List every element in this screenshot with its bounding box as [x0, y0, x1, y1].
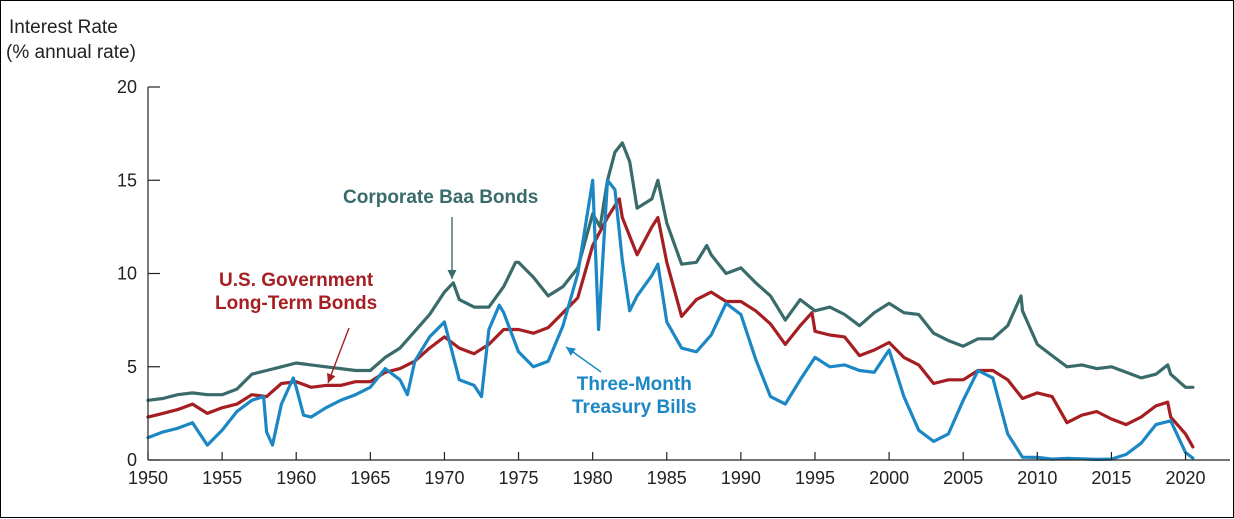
x-tick-label: 1955: [202, 468, 242, 488]
annotation-us-government-bonds-line1: U.S. Government: [219, 270, 374, 291]
y-axis-label-line2: (% annual rate): [6, 42, 136, 63]
x-tick-label: 1950: [128, 468, 168, 488]
annotation-arrowhead: [327, 372, 336, 383]
y-tick-label: 15: [117, 170, 137, 190]
annotation-arrowhead: [447, 270, 457, 279]
y-tick-label: 10: [117, 264, 137, 284]
x-tick-label: 2020: [1166, 468, 1206, 488]
annotation-pointer-line: [327, 327, 350, 384]
x-tick-label: 1980: [573, 468, 613, 488]
x-tick-label: 2000: [869, 468, 909, 488]
x-tick-label: 1965: [350, 468, 390, 488]
series-line-three-month-treasury-bills: [146, 178, 1195, 461]
y-tick-label: 0: [127, 450, 137, 470]
annotation-treasury-bills: Three-Month Treasury Bills: [572, 373, 697, 419]
annotation-arrows: [327, 217, 602, 384]
x-tick-label: 1985: [647, 468, 687, 488]
annotation-us-government-bonds: U.S. Government Long-Term Bonds: [215, 269, 377, 315]
x-tick-label: 1960: [276, 468, 316, 488]
series-layer: [146, 141, 1195, 461]
x-tick-label: 2005: [943, 468, 983, 488]
series-line-corporate-baa-bonds: [146, 141, 1195, 402]
x-tick-label: 1990: [721, 468, 761, 488]
annotation-treasury-bills-line1: Three-Month: [576, 374, 692, 395]
x-tick-label: 2015: [1091, 468, 1131, 488]
annotation-treasury-bills-line2: Treasury Bills: [572, 397, 697, 418]
annotation-corporate-baa-bonds: Corporate Baa Bonds: [343, 186, 538, 209]
annotation-corporate-baa-bonds-line1: Corporate Baa Bonds: [343, 187, 539, 208]
annotation-arrowhead: [566, 347, 576, 356]
annotation-us-government-bonds-line2: Long-Term Bonds: [215, 293, 378, 314]
x-tick-label: 2010: [1017, 468, 1057, 488]
x-tick-label: 1970: [424, 468, 464, 488]
x-tick-label: 1975: [499, 468, 539, 488]
series-line-u-s-government-long-term-bonds: [146, 197, 1195, 449]
axis-layer: 0 5 10 15 20 1950 1955 1960 1965 1970 1975 1980 1985…: [117, 77, 1230, 488]
y-tick-label: 5: [127, 357, 137, 377]
y-axis-label-line1: Interest Rate: [9, 17, 118, 38]
x-tick-label: 1995: [795, 468, 835, 488]
y-tick-label: 20: [117, 77, 137, 97]
